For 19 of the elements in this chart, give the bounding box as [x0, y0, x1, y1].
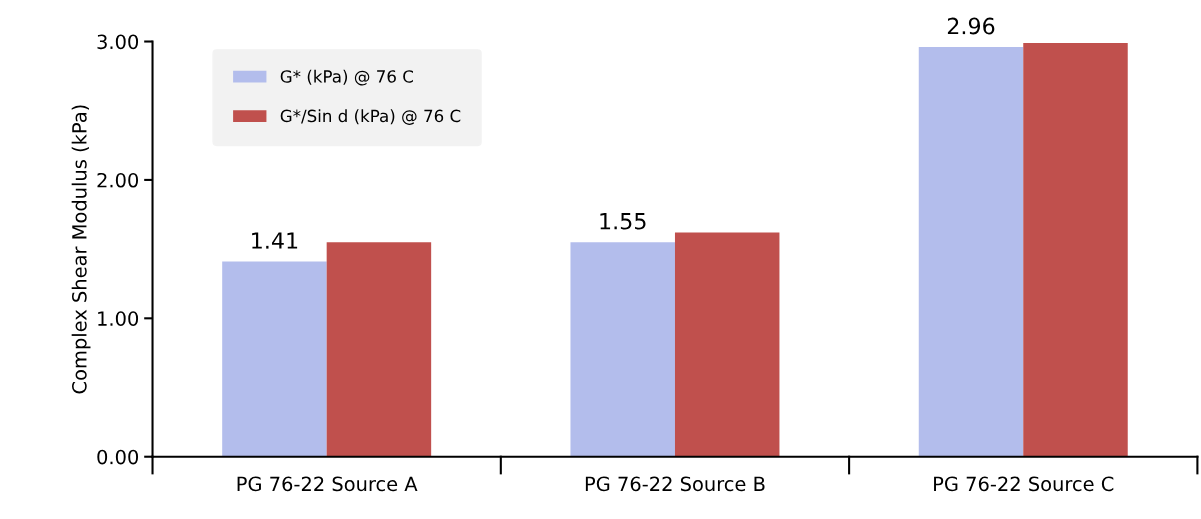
bar: [222, 261, 327, 457]
y-tick-label: 3.00: [97, 34, 139, 50]
y-tick-label: 1.00: [98, 311, 139, 326]
x-tick-label: PG 76-22 Source A: [237, 476, 418, 492]
bar: [1023, 42, 1128, 457]
x-tick-label: PG 76-22 Source B: [585, 476, 765, 492]
bar: [326, 242, 432, 457]
legend-label: G*/Sin d (kPa) @ 76 C: [280, 109, 461, 125]
data-label: 1.55: [600, 213, 646, 230]
x-tick-label: PG 76-22 Source C: [934, 476, 1114, 492]
y-tick-label: 2.00: [97, 172, 139, 188]
bar: [570, 242, 675, 457]
bar: [674, 232, 780, 457]
legend-label: G* (kPa) @ 76 C: [280, 69, 413, 86]
bar: [918, 47, 1024, 457]
y-axis-title: Complex Shear Modulus (kPa): [71, 105, 91, 394]
data-label: 1.41: [252, 232, 298, 249]
data-label: 2.96: [947, 17, 995, 35]
y-tick-label: 0.00: [97, 449, 139, 465]
